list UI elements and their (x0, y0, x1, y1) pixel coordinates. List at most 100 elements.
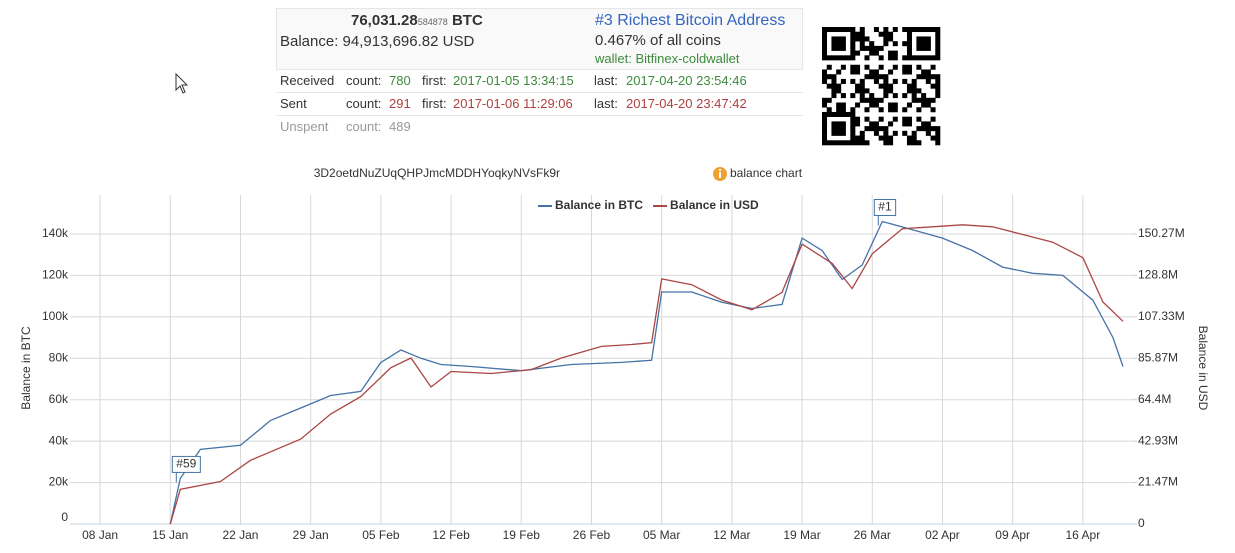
qr-module (850, 121, 856, 127)
qr-module (906, 83, 912, 89)
qr-module (840, 102, 846, 108)
qr-module (921, 97, 927, 103)
qr-module (831, 55, 837, 61)
qr-module (892, 102, 898, 108)
qr-module (930, 126, 936, 132)
first: 2017-01-05 13:34:15 (453, 73, 574, 88)
qr-module (911, 97, 917, 103)
qr-module (836, 83, 842, 89)
qr-module (883, 36, 889, 42)
qr-module (831, 45, 837, 51)
qr-module (911, 55, 917, 61)
last-label: last: (594, 96, 618, 111)
qr-module (930, 107, 936, 113)
qr-module (859, 45, 865, 51)
last-label: last: (594, 73, 618, 88)
qr-module (850, 50, 856, 56)
y-tick-label: 60k (49, 392, 69, 406)
qr-module (859, 36, 865, 42)
qr-module (836, 111, 842, 117)
qr-module (864, 64, 870, 70)
flag-label: #1 (878, 200, 892, 214)
qr-module (855, 88, 861, 94)
qr-module (916, 27, 922, 33)
qr-module (935, 78, 941, 84)
x-tick-label: 29 Jan (293, 528, 329, 542)
qr-module (916, 64, 922, 70)
count: 489 (389, 119, 411, 134)
qr-module (869, 102, 875, 108)
x-tick-label: 15 Jan (152, 528, 188, 542)
qr-module (925, 27, 931, 33)
x-tick-label: 12 Feb (432, 528, 470, 542)
qr-module (935, 93, 941, 99)
qr-module (836, 121, 842, 127)
qr-module (906, 69, 912, 75)
row-label: Received (280, 73, 335, 88)
count-label: count: (346, 73, 382, 88)
qr-module (869, 97, 875, 103)
qr-module (883, 83, 889, 89)
qr-module (916, 74, 922, 80)
qr-module (845, 140, 851, 146)
qr-module (935, 74, 941, 80)
info-icon-dot (719, 169, 721, 171)
qr-module (921, 41, 927, 47)
qr-module (822, 97, 828, 103)
qr-module (826, 64, 832, 70)
chart-title: balance chart (730, 166, 803, 180)
qr-module (831, 36, 837, 42)
qr-module (836, 27, 842, 33)
qr-module (873, 78, 879, 84)
wallet-name[interactable]: wallet: Bitfinex-coldwallet (595, 51, 740, 66)
qr-module (864, 55, 870, 61)
qr-module (935, 31, 941, 37)
qr-module (822, 130, 828, 136)
qr-module (850, 116, 856, 122)
qr-module (826, 55, 832, 61)
y2-axis-title: Balance in USD (1196, 326, 1210, 411)
qr-module (859, 31, 865, 37)
qr-module (822, 55, 828, 61)
qr-module (888, 83, 894, 89)
qr-module (883, 126, 889, 132)
qr-module (883, 41, 889, 47)
balance-label: Balance: (280, 33, 339, 50)
qr-module (878, 116, 884, 122)
qr-module (925, 69, 931, 75)
qr-module (878, 107, 884, 113)
series-line (169, 224, 1124, 525)
qr-module (930, 83, 936, 89)
qr-module (921, 74, 927, 80)
qr-module (925, 45, 931, 51)
qr-module (906, 64, 912, 70)
qr-module (826, 111, 832, 117)
qr-module (850, 69, 856, 75)
qr-module (840, 45, 846, 51)
qr-module (916, 36, 922, 42)
rank-title[interactable]: #3 Richest Bitcoin Address (595, 12, 786, 29)
qr-module (873, 50, 879, 56)
qr-module (836, 55, 842, 61)
qr-module (902, 121, 908, 127)
qr-module (916, 140, 922, 146)
qr-module (864, 107, 870, 113)
qr-module (826, 140, 832, 146)
qr-module (831, 88, 837, 94)
qr-module (930, 64, 936, 70)
qr-module (911, 130, 917, 136)
qr-module (892, 116, 898, 122)
qr-module (822, 69, 828, 75)
qr-module (836, 36, 842, 42)
qr-module (859, 135, 865, 141)
qr-module (855, 50, 861, 56)
qr-module (935, 83, 941, 89)
qr-module (873, 97, 879, 103)
flag-box (171, 455, 201, 473)
series-line (169, 220, 1124, 525)
y2-tick-label: 42.93M (1138, 433, 1178, 447)
qr-module (869, 45, 875, 51)
qr-module (906, 121, 912, 127)
qr-module (840, 107, 846, 113)
qr-module (878, 74, 884, 80)
